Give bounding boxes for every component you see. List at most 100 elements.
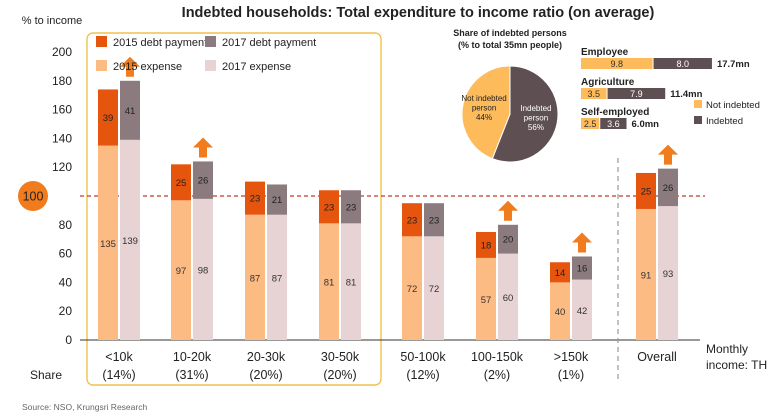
bar-2015-expense [171, 200, 191, 340]
bar-2017-expense [424, 236, 444, 340]
y-tick-label: 20 [59, 304, 73, 318]
bar-2015-expense [98, 145, 118, 340]
x-tick-label: 10-20k [173, 350, 212, 364]
bar-2015-debt [550, 262, 570, 283]
share-label: (2%) [484, 368, 510, 382]
share-label: (20%) [249, 368, 282, 382]
data-label-2017-debt: 41 [125, 106, 136, 117]
legend-swatch [96, 36, 107, 47]
y-tick-label: 160 [52, 103, 72, 117]
bar-2017-expense [658, 206, 678, 340]
highlight-badge [18, 181, 48, 211]
bar-2015-debt [476, 232, 496, 258]
share-label: (31%) [175, 368, 208, 382]
bar-2017-debt [267, 184, 287, 215]
y-tick-label: 0 [65, 333, 72, 347]
x-tick-label: 100-150k [471, 350, 524, 364]
legend-label: 2017 debt payment [222, 37, 316, 49]
x-tick-label: <10k [105, 350, 133, 364]
pie-slice-label: Not indebted [461, 94, 506, 103]
bar-2017-expense [498, 253, 518, 340]
pie-subtitle: (% to total 35mn people) [458, 40, 562, 50]
data-label-2015-debt: 14 [555, 268, 566, 279]
pie-slice-value: 56% [528, 123, 544, 132]
share-label: (12%) [406, 368, 439, 382]
bar-2017-debt [341, 190, 361, 224]
legend-swatch [205, 60, 216, 71]
occupation-label: Employee [581, 47, 629, 58]
x-tick-label: 30-50k [321, 350, 360, 364]
occupation-legend-label: Not indebted [706, 100, 760, 111]
bar-2015-expense [550, 282, 570, 340]
data-label-2015-debt: 25 [176, 178, 187, 189]
increase-arrow-icon [572, 232, 592, 253]
occupation-bar-indebted [653, 58, 712, 69]
pie-slice-label: Indebted [520, 104, 551, 113]
y-tick-label: 180 [52, 74, 72, 88]
increase-arrow-icon [120, 56, 140, 77]
data-label-2015-expense: 57 [481, 295, 492, 306]
increase-arrow-icon [658, 144, 678, 165]
data-label-2017-expense: 72 [429, 284, 440, 295]
data-label-2015-expense: 40 [555, 307, 566, 318]
occupation-bar-not-indebted [581, 88, 607, 99]
bar-2015-expense [402, 236, 422, 340]
x-axis-label-line1: Monthly [706, 342, 748, 356]
data-label-2015-expense: 81 [324, 278, 335, 289]
bar-2017-expense [193, 198, 213, 340]
occupation-legend-swatch [694, 116, 702, 124]
x-axis-label-line2: income: THB [706, 358, 768, 372]
occupation-legend-label: Indebted [706, 116, 743, 127]
x-tick-label: >150k [554, 350, 589, 364]
data-label-2015-expense: 91 [641, 270, 652, 281]
y-axis-label: % to income [22, 15, 83, 27]
data-label-2017-debt: 26 [198, 176, 209, 187]
source-note: Source: NSO, Krungsri Research [22, 402, 147, 412]
x-tick-label: 50-100k [400, 350, 446, 364]
data-label-2015-debt: 23 [324, 202, 335, 213]
legend-label: 2015 debt payment [113, 37, 207, 49]
y-tick-label: 40 [59, 275, 73, 289]
bar-2015-debt [402, 203, 422, 237]
bar-2015-expense [319, 223, 339, 340]
bar-2015-debt [245, 181, 265, 215]
share-row-label: Share [30, 368, 62, 382]
occupation-value-indebted: 7.9 [630, 89, 643, 99]
data-label-2015-expense: 87 [250, 273, 261, 284]
bar-2015-debt [98, 89, 118, 146]
x-tick-label: 20-30k [247, 350, 286, 364]
bar-2015-debt [636, 172, 656, 209]
pie-slice-value: 44% [476, 113, 492, 122]
data-label-2017-debt: 23 [346, 202, 357, 213]
bar-2015-expense [636, 208, 656, 340]
increase-arrow-icon [498, 200, 518, 221]
occupation-bar-not-indebted [581, 118, 600, 129]
data-label-2015-debt: 39 [103, 113, 114, 124]
data-label-2017-debt: 20 [503, 235, 514, 246]
bar-2017-expense [341, 223, 361, 340]
share-label: (20%) [323, 368, 356, 382]
occupation-total: 11.4mn [670, 89, 702, 100]
y-tick-label: 80 [59, 218, 73, 232]
data-label-2015-debt: 25 [641, 186, 652, 197]
data-label-2017-expense: 42 [577, 306, 588, 317]
pie-slice-label: person [472, 104, 496, 113]
legend-swatch [96, 60, 107, 71]
y-tick-label: 60 [59, 247, 73, 261]
highlight-box [86, 32, 382, 386]
data-label-2017-expense: 93 [663, 269, 674, 280]
occupation-label: Self-employed [581, 107, 649, 118]
bar-2017-debt [572, 256, 592, 280]
data-label-2015-expense: 97 [176, 266, 187, 277]
pie-slice-label: person [524, 113, 548, 122]
bar-2017-debt [193, 161, 213, 199]
occupation-total: 6.0mn [632, 119, 660, 130]
share-label: (14%) [102, 368, 135, 382]
occupation-value-indebted: 8.0 [676, 59, 689, 69]
legend-swatch [205, 36, 216, 47]
data-label-2015-debt: 18 [481, 240, 492, 251]
bar-2015-debt [171, 164, 191, 201]
pie-slice [491, 65, 559, 163]
occupation-legend-swatch [694, 100, 702, 108]
